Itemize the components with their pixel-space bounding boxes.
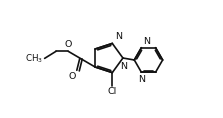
Text: O: O [64,40,72,49]
Text: Cl: Cl [108,87,117,96]
Text: N: N [120,62,127,71]
Text: O: O [69,72,76,81]
Text: CH$_3$: CH$_3$ [25,52,43,65]
Text: N: N [138,75,145,84]
Text: N: N [115,32,122,41]
Text: N: N [143,37,150,46]
